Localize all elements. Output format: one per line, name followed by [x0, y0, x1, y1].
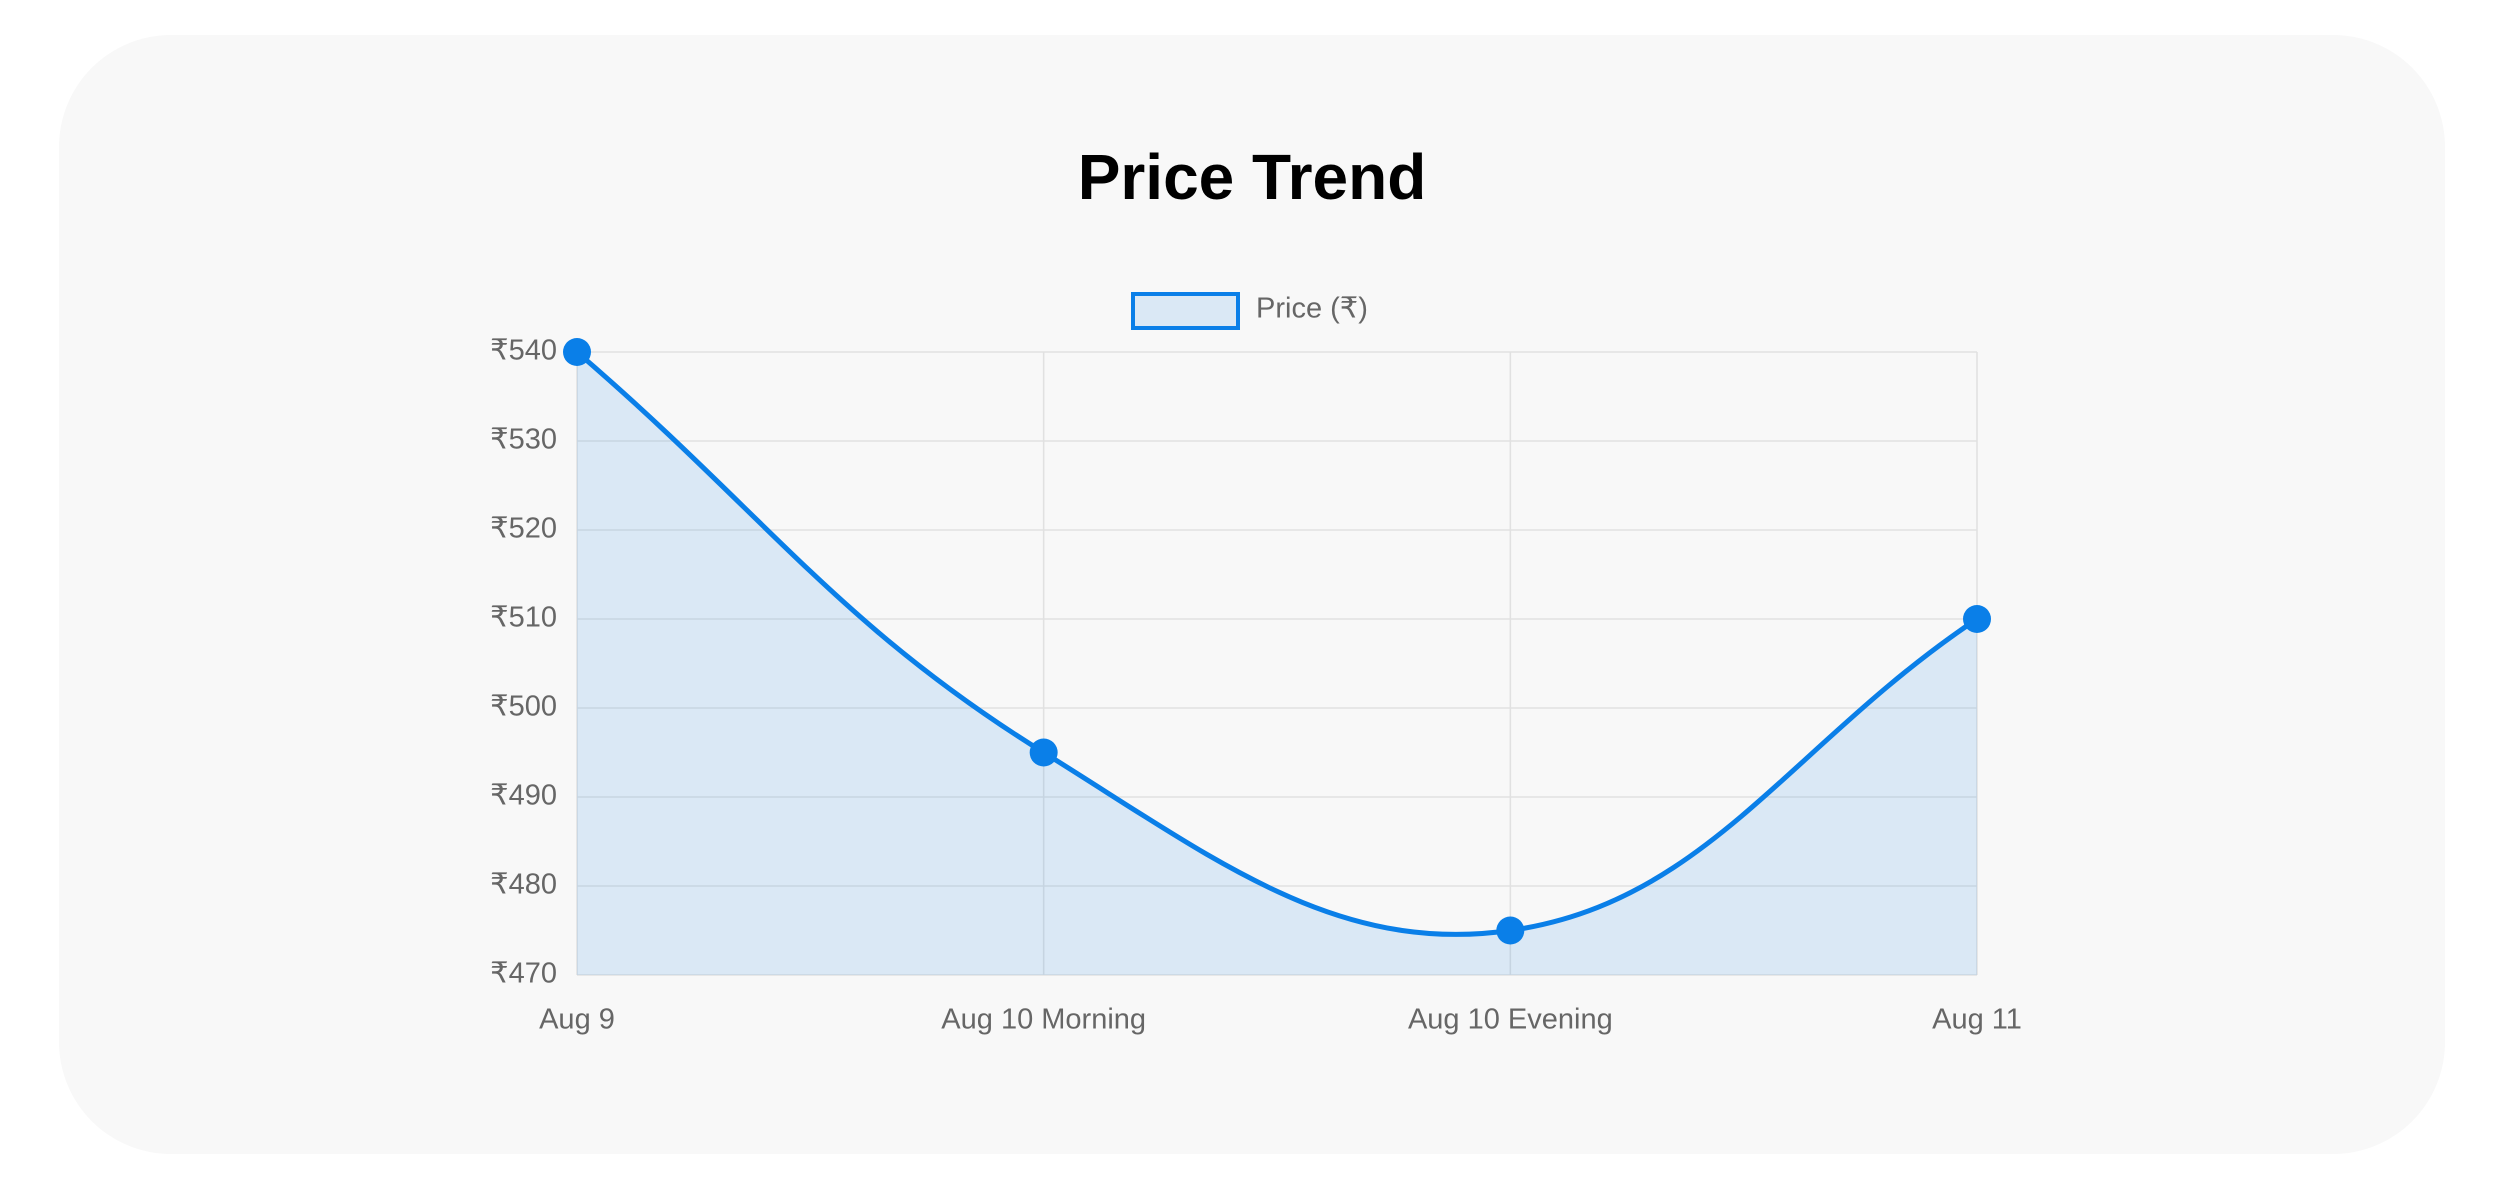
y-tick-label: ₹540 — [490, 335, 557, 367]
y-tick-label: ₹490 — [490, 780, 557, 812]
x-tick-label: Aug 10 Morning — [941, 1004, 1146, 1036]
legend-swatch — [1131, 292, 1240, 330]
y-tick-label: ₹500 — [490, 691, 557, 723]
area — [577, 352, 1977, 975]
card — [59, 35, 2445, 1154]
legend-label: Price (₹) — [1256, 293, 1368, 325]
chart-title: Price Trend — [1078, 141, 1427, 213]
y-tick-label: ₹520 — [490, 513, 557, 545]
y-tick-label: ₹510 — [490, 602, 557, 634]
x-tick-label: Aug 9 — [539, 1004, 615, 1036]
y-tick-label: ₹530 — [490, 424, 557, 456]
point — [1496, 916, 1525, 945]
point — [563, 338, 591, 366]
line — [575, 350, 1979, 937]
x-tick-label: Aug 11 — [1932, 1004, 2022, 1036]
y-tick-label: ₹480 — [490, 869, 557, 901]
point — [1029, 738, 1058, 767]
x-tick-label: Aug 10 Evening — [1408, 1004, 1613, 1036]
point — [1963, 605, 1991, 633]
y-tick-label: ₹470 — [490, 958, 557, 990]
